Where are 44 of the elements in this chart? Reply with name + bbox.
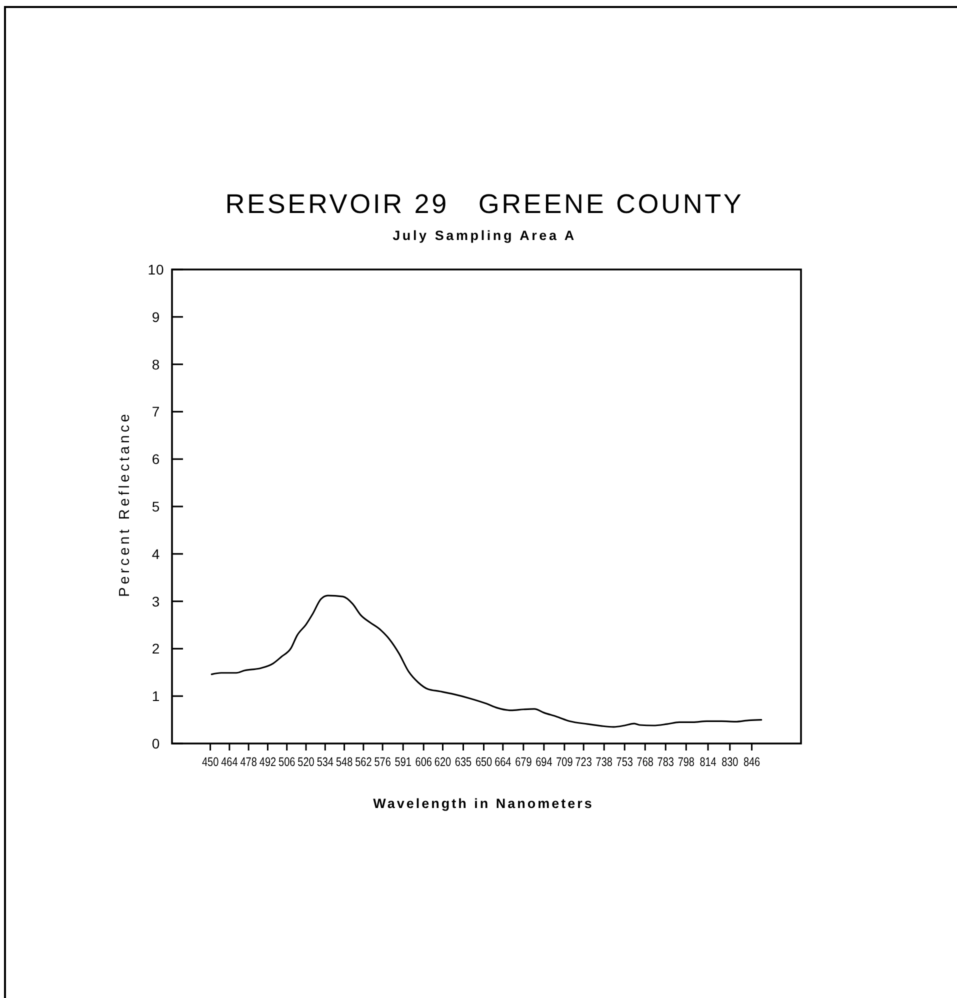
x-tick-label: 768 bbox=[636, 756, 654, 770]
x-tick-label: 450 bbox=[202, 756, 219, 770]
x-tick-label: 591 bbox=[394, 756, 412, 770]
x-axis-title: Wavelength in Nanometers bbox=[373, 796, 594, 811]
x-tick-label: 694 bbox=[536, 756, 552, 770]
x-tick-label: 506 bbox=[278, 756, 296, 770]
x-tick-label: 520 bbox=[298, 756, 314, 770]
y-tick-label: 5 bbox=[152, 498, 160, 515]
x-tick-label: 464 bbox=[221, 756, 238, 770]
x-tick-label: 606 bbox=[415, 756, 432, 770]
x-tick-label: 679 bbox=[515, 756, 532, 770]
x-tick-label: 492 bbox=[259, 756, 276, 770]
x-tick-label: 650 bbox=[475, 756, 492, 770]
y-tick-label: 0 bbox=[152, 736, 160, 752]
line-series bbox=[210, 594, 762, 728]
x-tick-label: 830 bbox=[722, 756, 738, 770]
x-tick-label: 620 bbox=[434, 756, 452, 770]
y-axis-title: Percent Reflectance bbox=[117, 411, 133, 597]
chart-title: RESERVOIR 29 GREENE COUNTY bbox=[225, 189, 744, 219]
x-tick-label: 798 bbox=[678, 756, 694, 770]
x-tick-label: 738 bbox=[596, 756, 612, 770]
x-tick-label: 576 bbox=[374, 756, 391, 770]
x-tick-label: 723 bbox=[575, 756, 592, 770]
x-tick-label: 709 bbox=[556, 756, 573, 770]
x-tick-label: 814 bbox=[700, 756, 716, 770]
y-tick-label: 4 bbox=[152, 546, 160, 562]
x-tick-label: 548 bbox=[336, 756, 353, 770]
x-tick-label: 635 bbox=[454, 756, 472, 770]
chart-subtitle: July Sampling Area A bbox=[392, 228, 576, 243]
x-tick-label: 562 bbox=[355, 756, 372, 770]
y-tick-label: 9 bbox=[152, 308, 160, 325]
y-tick-label: 7 bbox=[152, 404, 160, 420]
x-tick-label: 846 bbox=[743, 756, 760, 770]
x-tick-label: 783 bbox=[657, 756, 674, 770]
y-tick-label: 10 bbox=[148, 262, 164, 278]
y-tick-label: 3 bbox=[152, 593, 160, 610]
x-tick-label: 534 bbox=[316, 756, 334, 770]
y-tick-label: 2 bbox=[152, 640, 160, 657]
y-tick-label: 6 bbox=[152, 451, 160, 468]
x-tick-label: 478 bbox=[240, 756, 257, 770]
x-tick-label: 753 bbox=[616, 756, 633, 770]
y-tick-label: 8 bbox=[152, 356, 160, 372]
y-tick-label: 1 bbox=[152, 688, 160, 704]
x-tick-label: 664 bbox=[494, 756, 512, 770]
